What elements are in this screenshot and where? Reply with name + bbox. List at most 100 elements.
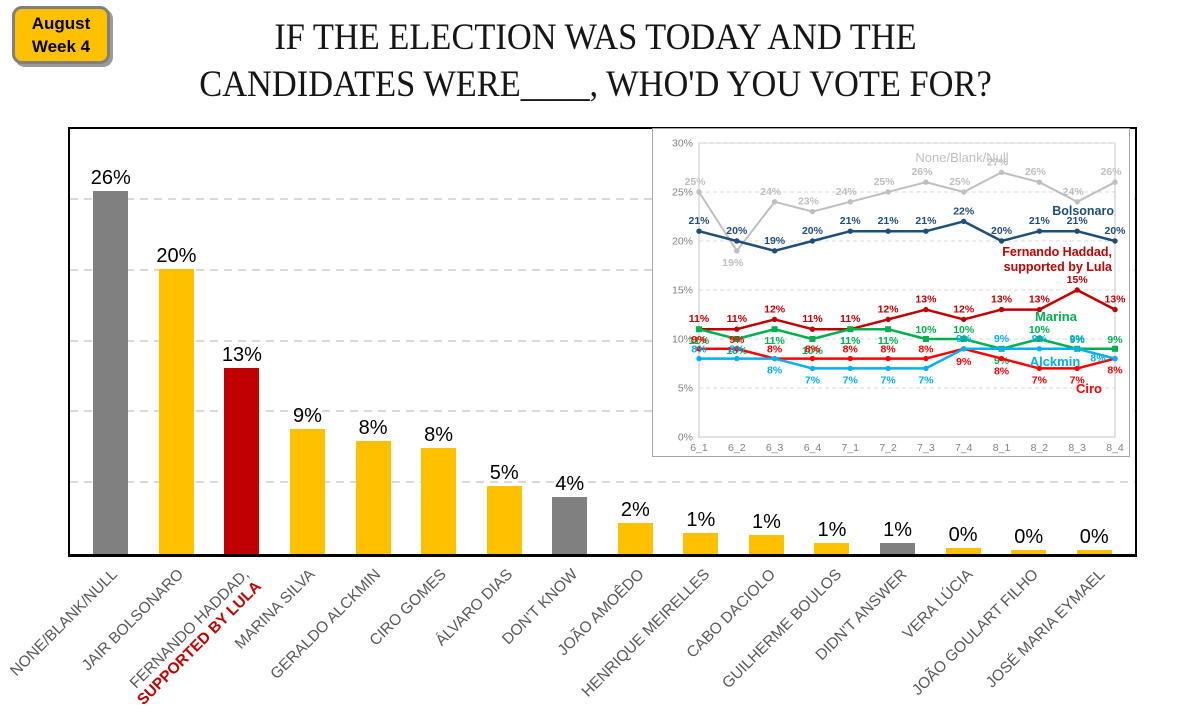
marker-alckmin bbox=[998, 346, 1005, 352]
data-label-marina: 10% bbox=[953, 324, 975, 336]
bar-vera-l-cia bbox=[945, 547, 981, 554]
legend-fernando-haddad--line2: supported by Lula bbox=[1004, 260, 1113, 274]
bar-chart-plot-area: 26% 20% 13% 9% 8% 8% 5% 4% 2% 1% 1% 1% 1% 0% 0% 0% bbox=[70, 129, 1135, 554]
marker-none-blank-null bbox=[998, 169, 1005, 176]
data-label-marina: 11% bbox=[840, 335, 861, 347]
bar-value-label: 1% bbox=[817, 518, 847, 541]
data-label-alckmin: 7% bbox=[918, 374, 934, 386]
marker-marina bbox=[696, 326, 702, 333]
bar-slot-5: 8% bbox=[406, 129, 472, 554]
marker-alckmin bbox=[885, 365, 891, 372]
data-label-marina: 11% bbox=[689, 335, 710, 347]
bar-value-label: 9% bbox=[293, 405, 322, 428]
badge-month: August bbox=[31, 14, 91, 33]
data-label-marina: 10% bbox=[1029, 324, 1051, 336]
data-label-none-blank-null: 27% bbox=[987, 156, 1009, 168]
gridline-20pct bbox=[70, 268, 1135, 271]
data-label-none-blank-null: 24% bbox=[836, 186, 858, 198]
data-label-ciro: 9% bbox=[691, 334, 707, 346]
series-line-marina bbox=[698, 327, 1115, 351]
data-label-fernando-haddad-: 11% bbox=[802, 313, 823, 325]
bar-value-label: 2% bbox=[620, 498, 650, 521]
bar-slot-11: 1% bbox=[799, 129, 865, 554]
data-label-bolsonaro: 20% bbox=[726, 225, 748, 237]
marker-none-blank-null bbox=[1036, 179, 1043, 185]
inset-ytick-5%: 5% bbox=[678, 383, 693, 395]
marker-alckmin bbox=[696, 355, 702, 362]
data-label-bolsonaro: 21% bbox=[688, 215, 710, 227]
marker-fernando-haddad- bbox=[885, 316, 891, 323]
gridline-25pct bbox=[70, 197, 1135, 200]
series-line-fernando-haddad- bbox=[699, 288, 1116, 331]
marker-bolsonaro bbox=[1112, 238, 1118, 244]
marker-marina bbox=[922, 336, 929, 342]
data-label-ciro: 9% bbox=[729, 334, 745, 346]
data-label-fernando-haddad-: 13% bbox=[991, 294, 1013, 306]
gridline-10pct bbox=[70, 410, 1135, 413]
data-label-bolsonaro: 21% bbox=[878, 215, 900, 227]
marker-bolsonaro bbox=[1074, 228, 1080, 234]
bar-slot-9: 1% bbox=[668, 129, 734, 554]
marker-fernando-haddad- bbox=[961, 316, 967, 323]
bar-slot-4: 8% bbox=[340, 129, 406, 554]
marker-fernando-haddad- bbox=[998, 306, 1005, 313]
bar-slot-12: 1% bbox=[865, 129, 931, 554]
data-label-ciro: 8% bbox=[1107, 365, 1123, 377]
marker-none-blank-null bbox=[1112, 179, 1118, 185]
marker-fernando-haddad- bbox=[734, 326, 740, 332]
week-badge: August Week 4 bbox=[12, 6, 110, 64]
data-label-fernando-haddad-: 15% bbox=[1067, 274, 1089, 286]
marker-bolsonaro bbox=[734, 238, 740, 244]
bar-value-label: 1% bbox=[751, 510, 781, 533]
marker-ciro bbox=[734, 346, 740, 352]
data-label-alckmin: 9% bbox=[994, 333, 1010, 345]
marker-marina bbox=[733, 336, 740, 342]
bar-value-label: 13% bbox=[221, 344, 262, 367]
bar-slot-8: 2% bbox=[603, 129, 669, 554]
marker-bolsonaro bbox=[998, 238, 1005, 244]
data-label-none-blank-null: 23% bbox=[798, 196, 820, 208]
bar--lvaro-dias bbox=[486, 486, 522, 554]
inset-xtick-7_3: 7_3 bbox=[917, 442, 935, 454]
x-axis-label: NONE/BLANK/NULL bbox=[7, 566, 121, 680]
bar-slot-13: 0% bbox=[930, 129, 996, 554]
data-label-ciro: 8% bbox=[994, 366, 1010, 378]
bar-jair-bolsonaro bbox=[158, 269, 194, 554]
marker-marina bbox=[960, 336, 967, 342]
data-label-alckmin: 9% bbox=[956, 333, 972, 345]
data-label-bolsonaro: 22% bbox=[953, 205, 975, 217]
marker-alckmin bbox=[1074, 346, 1080, 352]
marker-ciro bbox=[809, 355, 816, 362]
marker-fernando-haddad- bbox=[1112, 306, 1118, 313]
inset-xtick-7_4: 7_4 bbox=[955, 442, 973, 454]
legend-ciro: Ciro bbox=[1076, 381, 1102, 396]
bar-value-label: 0% bbox=[1014, 526, 1044, 549]
inset-ytick-0%: 0% bbox=[678, 432, 693, 444]
marker-none-blank-null bbox=[771, 199, 778, 205]
data-label-ciro: 7% bbox=[1032, 374, 1048, 386]
marker-none-blank-null bbox=[961, 189, 967, 195]
gridline-5pct bbox=[70, 481, 1135, 484]
data-label-alckmin: 7% bbox=[843, 374, 859, 386]
bar-value-label: 20% bbox=[156, 245, 197, 268]
data-label-alckmin: 9% bbox=[1032, 333, 1048, 345]
inset-ytick-25%: 25% bbox=[672, 187, 693, 199]
marker-marina bbox=[847, 326, 854, 333]
bar-marina-silva bbox=[289, 429, 325, 554]
marker-fernando-haddad- bbox=[809, 326, 816, 332]
data-label-bolsonaro: 21% bbox=[1029, 215, 1051, 227]
legend-none-blank-null: None/Blank/Null bbox=[915, 150, 1008, 165]
data-label-ciro: 8% bbox=[843, 344, 859, 356]
data-label-none-blank-null: 19% bbox=[722, 257, 744, 269]
inset-xtick-8_3: 8_3 bbox=[1068, 442, 1086, 454]
marker-bolsonaro bbox=[771, 248, 778, 254]
data-label-fernando-haddad-: 13% bbox=[915, 294, 937, 306]
bar-jo-o-goulart-filho bbox=[1011, 550, 1047, 554]
marker-alckmin bbox=[771, 355, 778, 362]
legend-bolsonaro: Bolsonaro bbox=[1052, 204, 1114, 218]
data-label-bolsonaro: 20% bbox=[802, 225, 824, 237]
data-label-ciro: 8% bbox=[880, 344, 896, 356]
marker-bolsonaro bbox=[809, 238, 816, 244]
bar-slot-10: 1% bbox=[734, 129, 800, 554]
data-label-bolsonaro: 21% bbox=[840, 215, 862, 227]
